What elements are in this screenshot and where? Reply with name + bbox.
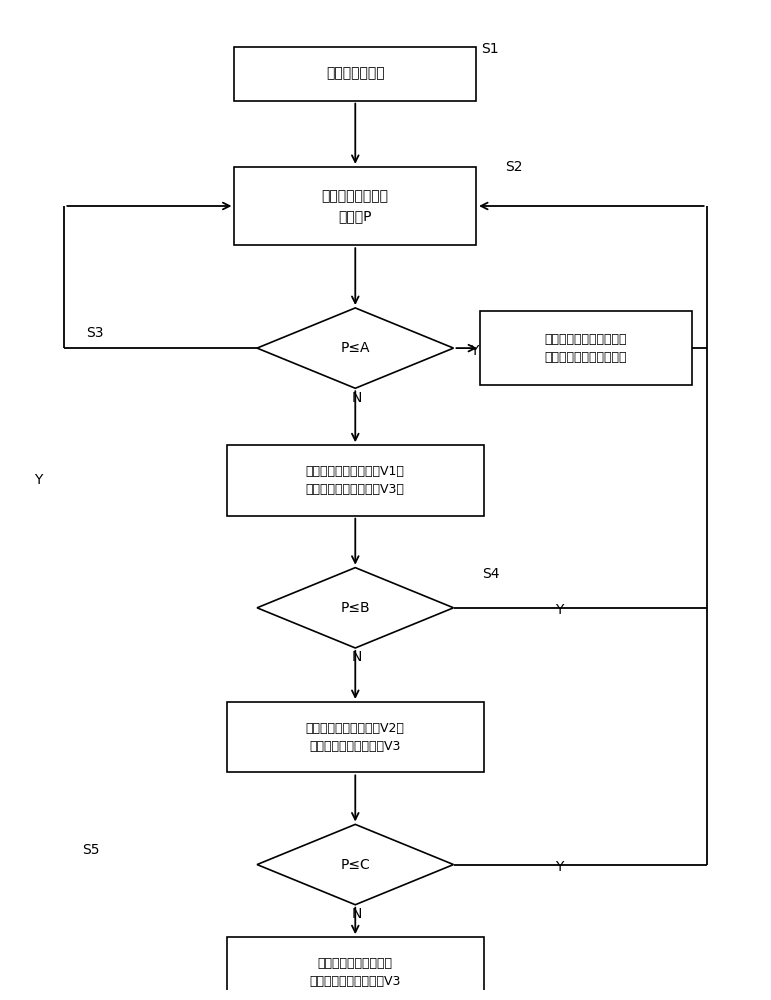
Text: P≤C: P≤C — [341, 858, 370, 872]
Text: S4: S4 — [483, 566, 500, 580]
Text: Y: Y — [555, 603, 564, 617]
Polygon shape — [257, 568, 453, 648]
Polygon shape — [257, 824, 453, 905]
Text: N: N — [352, 907, 362, 921]
Text: 检测压缩机当前排
气压力P: 检测压缩机当前排 气压力P — [322, 189, 389, 223]
Text: 控制压缩机升频速率为V2；
控制压缩机降频速率为V3: 控制压缩机升频速率为V2； 控制压缩机降频速率为V3 — [306, 722, 405, 753]
Text: S3: S3 — [86, 326, 103, 340]
Text: S5: S5 — [82, 843, 99, 857]
Text: N: N — [352, 391, 362, 405]
Text: 压缩机升频速率不控制；
压缩机降频速率不控制。: 压缩机升频速率不控制； 压缩机降频速率不控制。 — [544, 333, 627, 364]
Text: P≤B: P≤B — [341, 601, 370, 615]
Polygon shape — [257, 308, 453, 388]
Text: S1: S1 — [481, 42, 499, 56]
Text: N: N — [352, 650, 362, 664]
Text: 控制压缩机升频速率为V1；
控制压缩机降频速率为V3。: 控制压缩机升频速率为V1； 控制压缩机降频速率为V3。 — [306, 465, 405, 496]
Text: P≤A: P≤A — [341, 341, 370, 355]
Text: 空调器开始回油: 空调器开始回油 — [326, 67, 385, 81]
FancyBboxPatch shape — [227, 937, 483, 1000]
FancyBboxPatch shape — [227, 445, 483, 516]
Text: Y: Y — [470, 344, 479, 358]
Text: 控制压缩机停止升频；
控制压缩机降频速率为V3: 控制压缩机停止升频； 控制压缩机降频速率为V3 — [310, 957, 401, 988]
Text: Y: Y — [34, 473, 42, 487]
FancyBboxPatch shape — [234, 47, 476, 101]
FancyBboxPatch shape — [234, 167, 476, 245]
Text: Y: Y — [555, 860, 564, 874]
FancyBboxPatch shape — [480, 311, 692, 385]
Text: S2: S2 — [505, 160, 523, 174]
FancyBboxPatch shape — [227, 702, 483, 772]
